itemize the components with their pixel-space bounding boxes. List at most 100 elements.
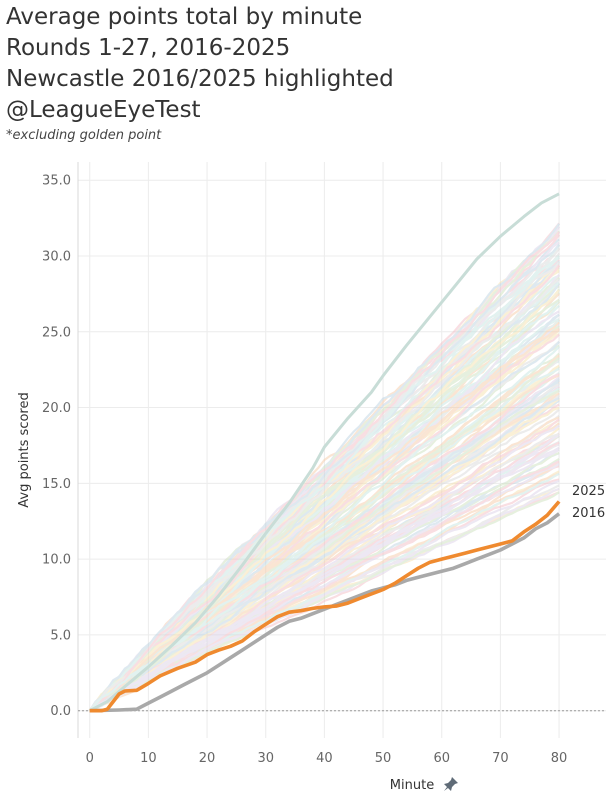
pin-icon[interactable] bbox=[443, 776, 459, 792]
background-series-line bbox=[89, 325, 560, 712]
background-series-line bbox=[89, 470, 560, 712]
background-series-line bbox=[89, 462, 560, 712]
chart-note: *excluding golden point bbox=[6, 128, 162, 143]
background-series-line bbox=[89, 333, 560, 712]
background-series-line bbox=[89, 313, 560, 712]
background-series-line bbox=[89, 422, 560, 712]
x-tick-label: 20 bbox=[199, 751, 216, 766]
background-series-line bbox=[88, 352, 560, 712]
background-series-line bbox=[88, 383, 560, 712]
series-line-top bbox=[89, 192, 560, 713]
background-series-line bbox=[89, 472, 560, 712]
background-series-line bbox=[89, 434, 560, 712]
background-series-line bbox=[88, 268, 560, 712]
background-series-line bbox=[88, 320, 560, 712]
background-series-line bbox=[88, 364, 560, 712]
background-series-line bbox=[88, 270, 560, 712]
background-series-line bbox=[88, 244, 560, 712]
chart-header: Average points total by minute Rounds 1-… bbox=[6, 2, 394, 143]
background-series-line bbox=[89, 451, 560, 712]
background-series-line bbox=[88, 360, 560, 712]
background-series-line bbox=[89, 419, 560, 712]
x-tick-label: 0 bbox=[86, 751, 94, 766]
background-series-line bbox=[88, 247, 560, 712]
background-series-line bbox=[88, 282, 560, 712]
background-series-line bbox=[89, 281, 560, 712]
chart-title-highlight: Newcastle 2016/2025 highlighted bbox=[6, 66, 394, 92]
background-series-line bbox=[88, 313, 560, 712]
background-series-line bbox=[88, 340, 560, 712]
background-series-line bbox=[89, 435, 560, 712]
background-series-line bbox=[89, 319, 560, 712]
y-axis-title: Avg points scored bbox=[17, 392, 32, 507]
background-series-line bbox=[89, 382, 560, 712]
background-series-line bbox=[89, 457, 560, 712]
background-series-line bbox=[89, 323, 560, 712]
background-series-line bbox=[89, 354, 560, 712]
background-series-line bbox=[88, 392, 560, 712]
chart-title-rounds: Rounds 1-27, 2016-2025 bbox=[6, 35, 291, 61]
background-series-line bbox=[89, 234, 560, 712]
background-series-line bbox=[89, 259, 560, 712]
background-series-line bbox=[89, 327, 560, 712]
background-series-line bbox=[89, 373, 560, 712]
y-tick-label: 30.0 bbox=[42, 249, 71, 264]
background-series-line bbox=[89, 441, 560, 712]
background-series-line bbox=[88, 278, 560, 712]
y-tick-label: 25.0 bbox=[42, 325, 71, 340]
background-series-line bbox=[88, 230, 560, 712]
background-series-line bbox=[88, 266, 560, 712]
background-series-line bbox=[88, 261, 560, 712]
background-series-line bbox=[89, 399, 560, 712]
background-series-line bbox=[89, 293, 560, 712]
background-series-line bbox=[88, 329, 560, 712]
background-series-line bbox=[89, 464, 560, 712]
series-label-2025: 2025 bbox=[572, 484, 605, 499]
background-series-line bbox=[88, 442, 560, 712]
background-series-line bbox=[89, 389, 560, 712]
y-tick-label: 35.0 bbox=[42, 174, 71, 189]
background-series-line bbox=[89, 389, 560, 712]
background-series-line bbox=[89, 262, 560, 712]
background-series-line bbox=[88, 243, 560, 712]
background-series-line bbox=[88, 324, 560, 712]
background-series-line bbox=[88, 226, 561, 712]
x-tick-label: 70 bbox=[492, 751, 509, 766]
background-series-line bbox=[88, 372, 560, 712]
background-series-line bbox=[89, 403, 560, 712]
background-series-line bbox=[89, 441, 560, 712]
background-series-line bbox=[88, 333, 560, 712]
background-series-line bbox=[89, 432, 560, 712]
background-series-line bbox=[88, 222, 560, 712]
background-series-line bbox=[89, 379, 560, 712]
background-series-line bbox=[89, 479, 560, 712]
background-series-line bbox=[88, 365, 560, 712]
background-series-line bbox=[88, 269, 560, 712]
y-tick-label: 15.0 bbox=[42, 477, 71, 492]
background-series-line bbox=[88, 300, 560, 712]
background-series-line bbox=[88, 274, 560, 712]
background-series-line bbox=[88, 319, 560, 712]
y-tick-label: 0.0 bbox=[50, 704, 71, 719]
background-series-line bbox=[88, 223, 560, 712]
background-series-line bbox=[89, 289, 560, 712]
chart-title: Average points total by minute bbox=[6, 4, 363, 30]
background-series-line bbox=[88, 230, 560, 712]
background-series-line bbox=[88, 329, 560, 712]
background-series-line bbox=[88, 298, 560, 712]
x-tick-label: 40 bbox=[316, 751, 333, 766]
background-series-line bbox=[89, 233, 560, 712]
background-series-line bbox=[88, 386, 560, 712]
background-series-line bbox=[89, 299, 560, 712]
background-series-line bbox=[88, 321, 560, 712]
background-series-line bbox=[89, 274, 560, 712]
background-series-line bbox=[89, 396, 560, 712]
background-series-line bbox=[89, 427, 560, 712]
x-tick-label: 60 bbox=[433, 751, 450, 766]
background-series-line bbox=[88, 291, 560, 712]
background-series-line bbox=[88, 327, 560, 712]
chart-title-handle: @LeagueEyeTest bbox=[6, 97, 201, 123]
background-series-line bbox=[89, 252, 560, 712]
background-series-line bbox=[89, 406, 560, 712]
